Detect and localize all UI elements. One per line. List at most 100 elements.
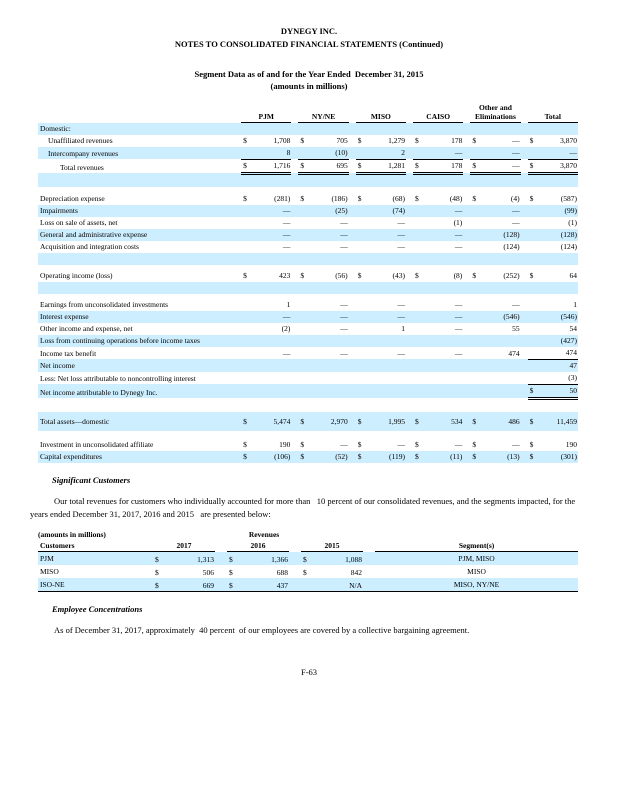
cell-dollar [355, 228, 369, 241]
cell-value: (56) [335, 271, 348, 281]
cell-gap [215, 540, 227, 552]
cell-dollar [470, 204, 484, 217]
cell-dollar: $ [300, 136, 305, 146]
cell-gap [348, 146, 356, 160]
cell-dollar: $ [300, 440, 305, 450]
cell-gap [349, 193, 356, 205]
cell-gap [463, 159, 470, 173]
cell-value: — [282, 242, 291, 252]
cell-dollar [298, 310, 312, 323]
cell-dollar: $ [529, 271, 534, 281]
cell-gap [463, 135, 470, 147]
cell-gap [463, 310, 471, 323]
segment-table-body: Domestic: Unaffiliated revenues $1,708 $705… [38, 122, 578, 463]
cell-dollar: $ [243, 440, 247, 450]
cell-dollar [528, 299, 541, 311]
spacer-row [38, 281, 578, 294]
cell-gap [289, 551, 301, 566]
cell-dollar [241, 217, 254, 229]
cell-dollar [413, 334, 427, 347]
table-row: Impairments — (25) (74) — — (99) [38, 204, 578, 217]
cell-value: — [311, 310, 349, 323]
cell-value: 5,474 [254, 411, 292, 431]
cell-dollar [298, 228, 312, 241]
cell-gap [349, 270, 356, 282]
cell-dollar [527, 334, 541, 347]
col-header-2016: 2016 [227, 540, 289, 553]
cell-dollar: $ [472, 194, 477, 204]
cell-dollar [241, 334, 255, 347]
cell-dollar [241, 228, 255, 241]
cell-dollar [356, 323, 369, 335]
cell-value: (99) [540, 204, 578, 217]
cell-gap [521, 104, 528, 123]
cell-value [368, 384, 406, 399]
cell-dollar [241, 204, 255, 217]
cell-gap [520, 204, 528, 217]
cell-dollar: $ [227, 578, 241, 593]
cell-value: 1,088 [315, 551, 363, 566]
row-label: Net income attributable to Dynegy Inc. [38, 384, 242, 399]
amounts-in-millions-note: (amounts in millions) [270, 81, 348, 92]
row-label: Domestic: [38, 122, 242, 135]
cell-gap [291, 411, 299, 431]
cell-value: 695 [311, 159, 349, 175]
cell-value: — [340, 324, 348, 334]
cell-gap [291, 299, 298, 311]
cell-dollar [241, 372, 254, 385]
cell-gap [406, 384, 414, 399]
cell-gap [521, 347, 528, 360]
col-header-pjm: PJM [241, 104, 292, 124]
cell-value: 3,870 [540, 159, 578, 175]
cell-value: — [282, 218, 291, 228]
cell-value: 1 [573, 300, 577, 310]
cell-dollar: $ [241, 159, 255, 175]
cell-value: 1 [401, 324, 405, 334]
cell-gap [406, 323, 413, 335]
cell-dollar [356, 217, 369, 229]
table-row: Intercompany revenues 8 (10) 2 — — — [38, 146, 578, 160]
spacer-row [38, 431, 578, 439]
cell-dollar [470, 217, 483, 229]
cell-gap [289, 540, 301, 552]
cell-dollar: $ [415, 440, 419, 450]
cell-dollar [413, 347, 426, 360]
cell-dollar: $ [470, 450, 484, 463]
cell-dollar: $ [413, 450, 427, 463]
cell-dollar: $ [529, 194, 534, 204]
cell-gap [463, 104, 470, 123]
cell-dollar: $ [529, 440, 534, 450]
cell-value: — [454, 440, 463, 450]
cell-value [426, 122, 464, 135]
row-label: Operating income (loss) [40, 271, 113, 281]
cell-dollar [356, 372, 369, 385]
cell-dollar [413, 323, 426, 335]
cell-dollar [413, 204, 427, 217]
table-row: Loss on sale of assets, net — — — (1) — (1) [38, 217, 578, 229]
cell-value: (8) [453, 271, 463, 281]
cell-dollar: $ [472, 440, 477, 450]
cell-gap [291, 372, 298, 385]
cell-dollar [413, 299, 426, 311]
cell-value: — [311, 228, 349, 241]
cell-gap [348, 411, 356, 431]
cell-dollar: $ [227, 551, 241, 566]
cell-gap [406, 204, 414, 217]
cell-dollar: $ [241, 450, 255, 463]
cell-value: 534 [426, 411, 464, 431]
cell-value: 50 [540, 384, 578, 400]
cell-value [483, 384, 521, 399]
cell-value: — [426, 310, 464, 323]
cell-dollar: $ [301, 551, 315, 566]
cell-gap [463, 270, 470, 282]
cell-gap [291, 193, 298, 205]
cell-gap [363, 578, 376, 593]
cell-gap [291, 217, 298, 229]
cell-dollar: $ [472, 136, 477, 146]
cell-dollar [527, 204, 541, 217]
col-header-2015: 2015 [301, 540, 363, 553]
cell-dollar: $ [298, 450, 312, 463]
row-label: Less: Net loss attributable to noncontro… [40, 373, 196, 383]
cell-value: — [483, 204, 521, 217]
cell-gap [463, 204, 471, 217]
